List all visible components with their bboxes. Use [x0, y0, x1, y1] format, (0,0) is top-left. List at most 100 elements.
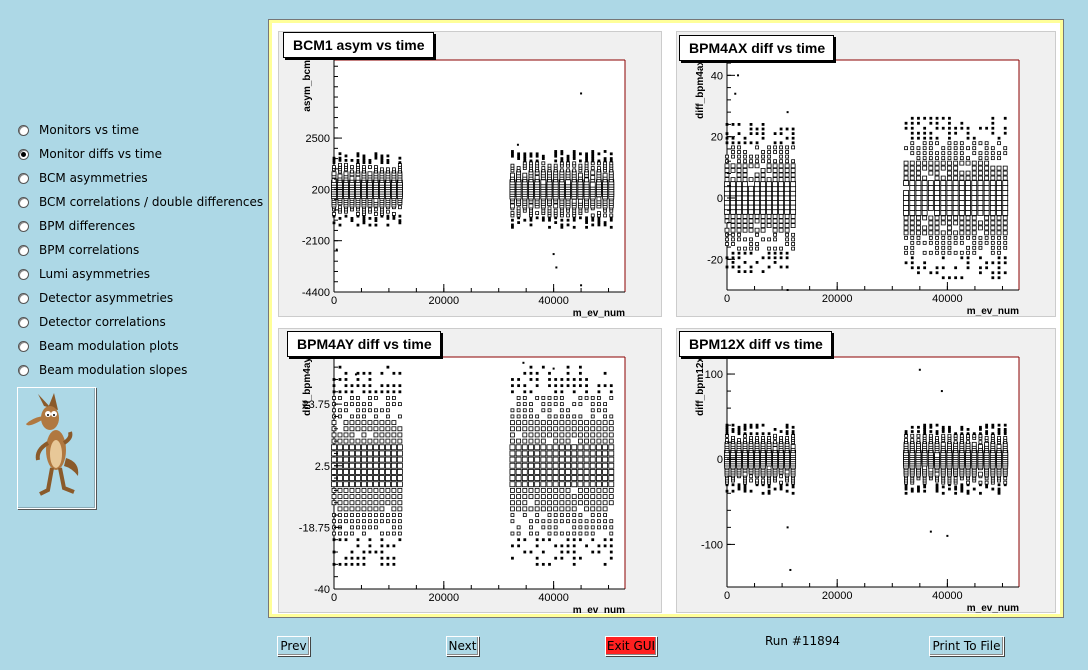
radio-option[interactable]: Monitors vs time	[18, 120, 139, 140]
radio-unchecked-icon[interactable]	[18, 364, 29, 376]
data-point	[948, 428, 951, 431]
data-point	[972, 235, 977, 240]
radio-unchecked-icon[interactable]	[18, 316, 29, 328]
data-point	[534, 438, 540, 444]
data-point	[791, 127, 795, 131]
prev-button[interactable]: Prev	[277, 636, 310, 656]
data-point	[984, 230, 990, 236]
data-point	[910, 151, 915, 156]
data-point	[367, 481, 373, 488]
radio-option[interactable]: Beam modulation plots	[18, 336, 178, 356]
data-point	[590, 213, 595, 218]
data-point	[609, 519, 614, 524]
data-point	[510, 420, 515, 426]
exit-gui-button[interactable]: Exit GUI	[605, 636, 657, 656]
data-point	[941, 126, 945, 130]
data-point	[749, 251, 753, 255]
data-point	[591, 157, 595, 160]
data-point	[397, 487, 403, 493]
plot-canvas: BCM1 asym vs time 2500 200 -2100 -4400 0 2000…	[272, 23, 1060, 614]
data-point	[990, 165, 996, 171]
plot-pad-bpm12x[interactable]: BPM12X diff vs time 100 0 -100 0 20000 40000 m…	[676, 328, 1056, 614]
data-point	[786, 526, 789, 529]
data-point	[385, 500, 391, 506]
data-point	[385, 475, 391, 481]
data-point	[929, 121, 933, 125]
data-point	[952, 195, 959, 201]
radio-unchecked-icon[interactable]	[18, 220, 29, 232]
data-point	[947, 170, 952, 176]
data-point	[332, 408, 336, 413]
data-point	[515, 444, 522, 451]
data-point	[396, 444, 403, 451]
data-point	[596, 487, 602, 493]
next-button[interactable]: Next	[446, 636, 479, 656]
radio-unchecked-icon[interactable]	[18, 268, 29, 280]
data-point	[1003, 240, 1008, 245]
data-point	[754, 163, 760, 169]
data-point	[509, 450, 516, 457]
print-to-file-button[interactable]: Print To File	[929, 636, 1004, 656]
radio-option[interactable]: Lumi asymmetries	[18, 264, 150, 284]
data-point	[362, 154, 366, 158]
data-point	[948, 131, 951, 135]
radio-unchecked-icon[interactable]	[18, 340, 29, 352]
data-point	[989, 195, 996, 201]
radio-unchecked-icon[interactable]	[18, 292, 29, 304]
data-point	[578, 384, 582, 388]
radio-option[interactable]: BCM asymmetries	[18, 168, 148, 188]
radio-option[interactable]: BCM correlations / double differences	[18, 192, 263, 212]
data-point	[947, 141, 952, 146]
radio-unchecked-icon[interactable]	[18, 244, 29, 256]
data-point	[391, 402, 396, 407]
radio-option[interactable]: Detector asymmetries	[18, 288, 173, 308]
coyote-logo-button[interactable]	[17, 387, 96, 509]
data-point	[903, 205, 909, 211]
data-point	[338, 156, 342, 160]
data-point	[608, 481, 615, 488]
data-point	[572, 218, 576, 222]
data-point	[603, 538, 607, 542]
data-point	[362, 414, 366, 419]
data-point	[609, 225, 613, 229]
data-point	[922, 160, 928, 166]
x-tick-label: 20000	[822, 590, 853, 602]
data-point	[511, 218, 514, 222]
data-point	[559, 487, 565, 493]
data-point	[791, 491, 795, 495]
data-point	[540, 450, 547, 457]
radio-option[interactable]: Beam modulation slopes	[18, 360, 187, 380]
radio-option[interactable]: Monitor diffs vs time	[18, 144, 162, 164]
radio-option[interactable]: BPM differences	[18, 216, 135, 236]
data-point	[547, 420, 552, 426]
data-point	[578, 378, 582, 381]
data-point	[909, 185, 916, 191]
data-point	[589, 481, 596, 488]
plot-pad-bcm1[interactable]: BCM1 asym vs time 2500 200 -2100 -4400 0 2000…	[278, 31, 662, 318]
data-point	[791, 145, 796, 150]
data-point	[566, 223, 570, 227]
data-point	[338, 205, 342, 210]
plot-pad-bpm4ax[interactable]: BPM4AX diff vs time 40 20 0 -20 0 20000 40000 m…	[676, 31, 1056, 317]
data-point	[534, 487, 540, 493]
data-point	[731, 136, 735, 140]
data-point	[565, 462, 571, 469]
data-point	[516, 143, 519, 146]
data-point	[547, 513, 552, 517]
radio-option[interactable]: Detector correlations	[18, 312, 166, 332]
data-point	[571, 481, 578, 488]
radio-unchecked-icon[interactable]	[18, 196, 29, 208]
radio-unchecked-icon[interactable]	[18, 172, 29, 184]
data-point	[779, 132, 783, 135]
data-point	[966, 491, 970, 495]
radio-unchecked-icon[interactable]	[18, 124, 29, 136]
radio-option[interactable]: BPM correlations	[18, 240, 139, 260]
data-point	[940, 190, 947, 196]
data-point	[791, 432, 795, 436]
data-point	[379, 432, 385, 438]
data-point	[928, 240, 933, 245]
data-point	[978, 160, 983, 166]
radio-checked-icon[interactable]	[18, 148, 29, 160]
data-point	[947, 225, 952, 231]
plot-pad-bpm4ay[interactable]: BPM4AY diff vs time 23.75 2.5 -18.75 -40 0 20…	[278, 328, 662, 614]
